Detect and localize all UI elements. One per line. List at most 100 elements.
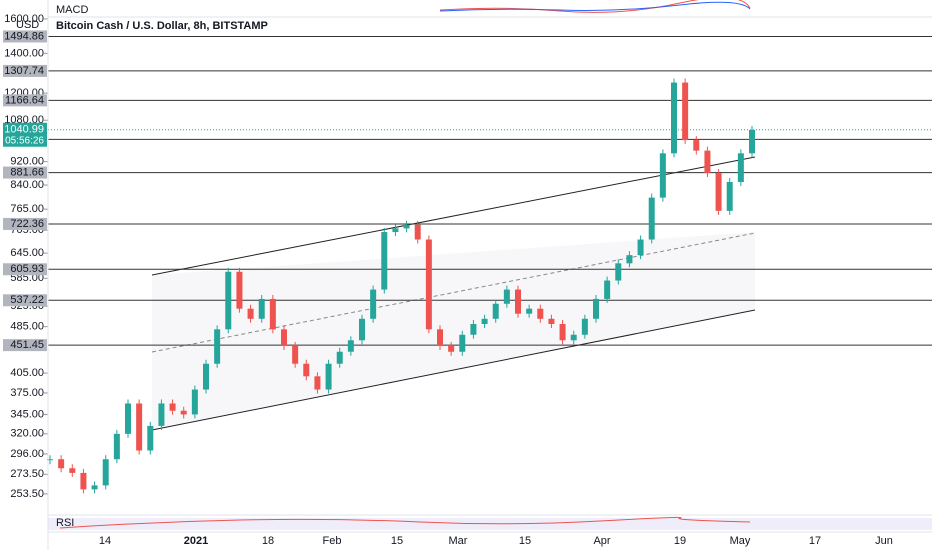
- y-tick-label: 920.00: [10, 155, 44, 167]
- candle: [448, 345, 455, 352]
- y-tick-label: 765.00: [10, 203, 44, 215]
- y-tick-label: 296.00: [10, 448, 44, 460]
- y-tick-label: 1400.00: [4, 47, 44, 59]
- x-tick-label: Apr: [593, 535, 610, 547]
- y-tick-label: 253.50: [10, 488, 44, 500]
- candle: [414, 224, 421, 240]
- candle: [526, 308, 533, 314]
- channel-top: [151, 156, 756, 276]
- channel-bottom: [151, 309, 756, 431]
- x-tick-label: May: [730, 535, 751, 547]
- y-tick-label: 375.00: [10, 387, 44, 399]
- candle: [581, 318, 588, 335]
- candle: [292, 345, 299, 364]
- level-label: 1494.86: [4, 30, 44, 42]
- candle: [593, 298, 599, 319]
- candle: [637, 239, 644, 256]
- y-tick-label: 273.50: [10, 468, 44, 480]
- candle: [336, 351, 343, 364]
- level-label: 881.66: [10, 166, 44, 178]
- candle: [515, 289, 521, 314]
- candle: [80, 472, 87, 490]
- candle: [481, 318, 488, 324]
- candle: [548, 318, 555, 324]
- candle: [303, 363, 310, 377]
- x-tick-label: 18: [262, 535, 274, 547]
- candle: [191, 389, 198, 415]
- candle: [492, 303, 499, 319]
- candle: [180, 410, 187, 415]
- level-label-box: [3, 339, 47, 352]
- candle: [58, 459, 65, 469]
- x-tick-label: 15: [391, 535, 403, 547]
- level-label: 722.36: [10, 218, 44, 230]
- candle: [281, 329, 287, 346]
- x-tick-label: 14: [99, 535, 111, 547]
- level-label: 537.22: [10, 294, 44, 306]
- candle: [682, 82, 689, 141]
- candle: [347, 340, 354, 352]
- y-tick-label: 345.00: [10, 408, 44, 420]
- candle: [136, 403, 143, 451]
- candle: [425, 239, 432, 330]
- candle: [704, 150, 711, 174]
- y-tick-label: 485.00: [10, 321, 44, 333]
- macd-line: [439, 0, 751, 13]
- candle: [671, 82, 677, 154]
- level-label-box: [3, 263, 47, 276]
- rsi-line: [59, 516, 751, 529]
- candle: [570, 334, 577, 341]
- candle: [359, 318, 365, 341]
- candle: [615, 263, 622, 281]
- candle: [749, 129, 755, 154]
- y-tick-label: 1600.00: [4, 13, 44, 25]
- level-label-box: [3, 217, 47, 230]
- x-tick-label: Jun: [875, 535, 893, 547]
- candle: [147, 425, 154, 451]
- candle: [225, 271, 232, 330]
- candle: [91, 485, 98, 490]
- macd-signal: [439, 1, 751, 12]
- level-label-box: [3, 94, 47, 107]
- candle: [537, 308, 544, 319]
- x-tick-label: 19: [674, 535, 686, 547]
- candle: [158, 403, 165, 426]
- candle: [314, 376, 321, 390]
- candle: [437, 329, 443, 346]
- candle: [737, 153, 744, 182]
- level-label-box: [3, 64, 47, 77]
- level-label-box: [3, 294, 47, 307]
- current-price-label: 1040.99: [4, 124, 44, 136]
- candle: [125, 403, 131, 434]
- candle: [459, 334, 466, 352]
- y-tick-label: 840.00: [10, 179, 44, 191]
- candle: [47, 459, 53, 461]
- chart-title: Bitcoin Cash / U.S. Dollar, 8h, BITSTAMP: [56, 20, 268, 32]
- candle: [381, 232, 388, 290]
- level-label-box: [3, 166, 47, 179]
- candle: [604, 280, 611, 299]
- candle: [470, 323, 477, 335]
- level-label: 451.45: [10, 339, 44, 351]
- x-tick-label: 2021: [184, 535, 208, 547]
- candle: [247, 308, 254, 319]
- y-tick-label: 320.00: [10, 428, 44, 440]
- candle: [659, 153, 666, 198]
- currency-label: USD: [16, 19, 39, 31]
- candle: [392, 228, 399, 233]
- candle: [214, 329, 221, 364]
- level-label: 1166.64: [5, 94, 44, 106]
- x-tick-label: 17: [809, 535, 821, 547]
- x-tick-label: Feb: [323, 535, 342, 547]
- countdown-label: 05:56:26: [5, 135, 44, 146]
- candle: [258, 298, 265, 319]
- current-price-box: [3, 122, 47, 147]
- y-tick-label: 405.00: [10, 367, 44, 379]
- candle: [648, 197, 655, 240]
- candle: [626, 255, 633, 264]
- level-label: 1307.74: [4, 65, 44, 77]
- channel-mid: [151, 232, 756, 353]
- candle: [203, 363, 209, 390]
- candle: [69, 468, 76, 473]
